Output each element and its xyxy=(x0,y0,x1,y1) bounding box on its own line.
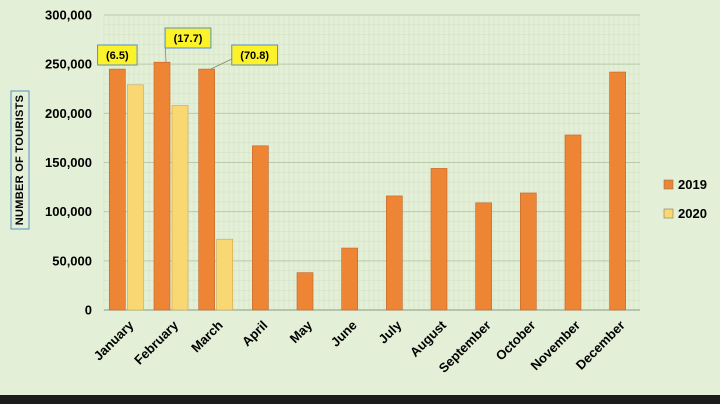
y-axis-label-group: NUMBER OF TOURISTS xyxy=(10,90,30,230)
x-tick-label-january: January xyxy=(91,317,137,363)
bar-2020-february xyxy=(171,105,189,311)
y-tick-label: 200,000 xyxy=(45,106,92,121)
y-tick-label: 250,000 xyxy=(45,57,92,72)
annotation-box xyxy=(231,44,279,66)
bar-2019-november xyxy=(564,134,582,311)
bar-2019-april xyxy=(252,145,269,311)
x-tick-label-july: July xyxy=(375,317,405,347)
annotation-text: (17.7) xyxy=(174,33,203,45)
bar-2019-september xyxy=(475,202,492,311)
bar-2020-january xyxy=(127,84,144,311)
x-tick-label-august: August xyxy=(407,317,450,360)
bar-2019-january xyxy=(109,68,126,311)
bar-2019-july xyxy=(386,195,403,311)
bar-2019-december xyxy=(609,71,626,311)
annotation-text: (6.5) xyxy=(106,50,129,62)
x-tick-label-april: April xyxy=(239,318,271,350)
bars xyxy=(109,61,626,311)
x-tick-label-december: December xyxy=(573,318,628,373)
annotations: (6.5) (17.7) (70.8) xyxy=(97,27,279,70)
y-tick-label: 150,000 xyxy=(45,155,92,170)
y-tick-label: 50,000 xyxy=(52,253,92,268)
annotation-leader xyxy=(210,58,232,70)
annotation-box xyxy=(164,27,212,49)
bar-2019-october xyxy=(520,192,537,311)
bar-2019-august xyxy=(430,168,448,311)
legend-label-2020: 2020 xyxy=(678,206,707,221)
legend-swatch-2019 xyxy=(663,179,674,190)
bar-2019-may xyxy=(296,272,314,311)
annotation-text: (70.8) xyxy=(240,50,269,62)
x-tick-label-june: June xyxy=(328,318,360,350)
legend-swatch-2020 xyxy=(663,208,674,219)
legend: 2019 2020 xyxy=(663,177,707,221)
bar-2019-february xyxy=(153,61,171,311)
bar-2019-june xyxy=(341,247,358,311)
x-tick-label-march: March xyxy=(188,317,226,355)
x-tick-label-february: February xyxy=(131,317,181,367)
legend-label-2019: 2019 xyxy=(678,177,707,192)
y-tick-label: 0 xyxy=(85,303,92,318)
y-axis-label: NUMBER OF TOURISTS xyxy=(14,95,26,225)
bar-2020-march xyxy=(216,238,233,311)
bottom-bar xyxy=(0,395,720,404)
y-tick-label: 100,000 xyxy=(45,204,92,219)
y-tick-label: 300,000 xyxy=(45,8,92,23)
bar-2019-march xyxy=(198,68,215,311)
y-axis-label-box xyxy=(10,90,30,230)
x-tick-label-october: October xyxy=(493,318,539,364)
x-tick-label-may: May xyxy=(287,317,316,346)
annotation-box xyxy=(97,44,138,66)
